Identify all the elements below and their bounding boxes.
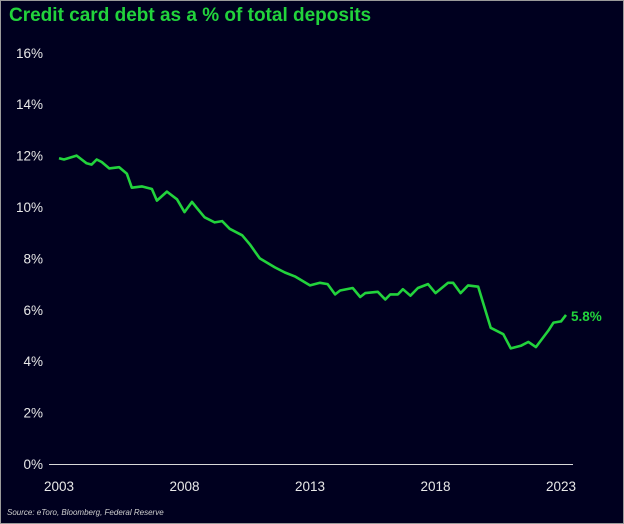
y-tick-label: 8% [23,251,43,266]
x-tick-label: 2008 [169,479,199,494]
end-value-label: 5.8% [571,309,602,324]
y-tick-label: 2% [23,406,43,421]
x-tick-label: 2023 [546,479,576,494]
y-tick-label: 14% [16,97,43,112]
chart-title: Credit card debt as a % of total deposit… [9,5,372,26]
y-tick-label: 0% [23,457,43,472]
y-tick-label: 16% [16,46,43,61]
series-line [58,154,568,350]
y-tick-label: 6% [23,303,43,318]
y-tick-label: 4% [23,354,43,369]
source-note: Source: eToro, Bloomberg, Federal Reserv… [7,508,164,517]
x-tick-label: 2013 [295,479,325,494]
y-tick-label: 12% [16,149,43,164]
y-tick-label: 10% [16,200,43,215]
x-tick-label: 2003 [44,479,74,494]
x-tick-label: 2018 [420,479,450,494]
